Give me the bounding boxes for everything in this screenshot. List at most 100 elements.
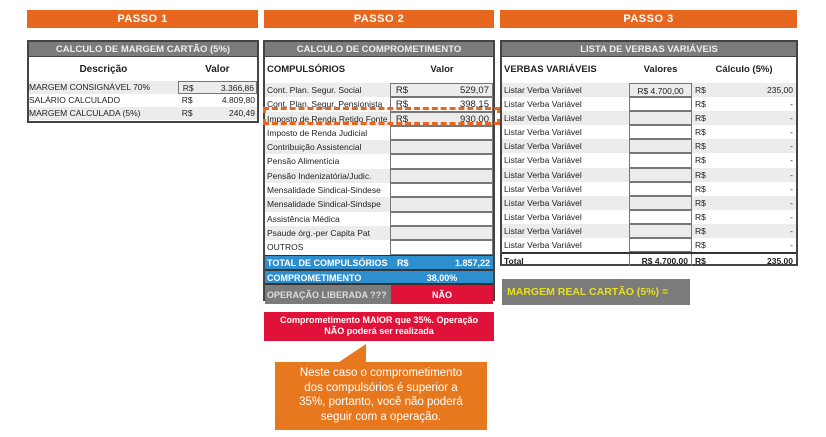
row-value-input[interactable] bbox=[629, 167, 692, 182]
row-value-input[interactable] bbox=[421, 227, 492, 239]
row-value-input[interactable] bbox=[629, 195, 692, 210]
table-row: Listar Verba Variável R$ - bbox=[502, 97, 796, 112]
operation-label: OPERAÇÃO LIBERADA ??? bbox=[265, 284, 391, 304]
row-value-input[interactable] bbox=[629, 223, 692, 239]
table-row: Listar Verba Variável R$ - bbox=[502, 223, 796, 239]
row-value-input[interactable] bbox=[421, 213, 492, 225]
row-calc: - bbox=[790, 155, 793, 166]
real-margin-label: MARGEM REAL CARTÃO (5%) = bbox=[502, 279, 690, 305]
callout-note: Neste caso o comprometimento dos compuls… bbox=[275, 362, 487, 430]
row-value-input[interactable] bbox=[629, 111, 692, 126]
table-title: CALCULO DE COMPROMETIMENTO bbox=[265, 42, 493, 57]
row-label: Imposto de Renda Judicial bbox=[267, 127, 368, 138]
col-header: Descrição bbox=[79, 64, 128, 75]
table-row: Psaude órg.-per Capita Pat bbox=[265, 225, 493, 241]
row-currency bbox=[391, 156, 421, 168]
row-calc: - bbox=[790, 113, 793, 124]
row-calc: - bbox=[790, 169, 793, 180]
row-label: SALÁRIO CALCULADO bbox=[29, 95, 121, 105]
row-value-input[interactable] bbox=[421, 156, 492, 168]
table-row: Imposto de Renda Judicial bbox=[265, 125, 493, 141]
row-calc: 235,00 bbox=[767, 85, 793, 95]
total-value: R$ 4.700,00 bbox=[629, 254, 692, 267]
row-calc: - bbox=[790, 225, 793, 236]
total-label: Total bbox=[504, 256, 524, 267]
table-row: OUTROS bbox=[265, 240, 493, 255]
row-currency: R$ bbox=[695, 183, 706, 194]
table-row: Mensalidade Sindical-Sindese bbox=[265, 183, 493, 198]
row-value[interactable]: 240,49 bbox=[229, 108, 255, 118]
row-value[interactable]: 4.809,80 bbox=[221, 95, 255, 105]
row-currency bbox=[391, 170, 421, 182]
row-currency bbox=[391, 127, 421, 139]
row-currency: R$ bbox=[695, 169, 706, 180]
operation-row: OPERAÇÃO LIBERADA ??? NÃO bbox=[265, 282, 493, 304]
row-label: Pensão Indenizatória/Judic. bbox=[267, 170, 372, 181]
table-row: MARGEM CALCULADA (5%) R$ 240,49 bbox=[29, 107, 257, 120]
row-label: Pensão Alimentícia bbox=[267, 156, 340, 167]
row-currency: R$ bbox=[695, 197, 706, 208]
row-value-input[interactable] bbox=[421, 184, 492, 196]
row-value-input[interactable] bbox=[629, 238, 692, 253]
row-calc: - bbox=[790, 240, 793, 251]
table-row: Assistência Médica bbox=[265, 211, 493, 226]
row-label: Imposto de Renda Retido Fonte bbox=[267, 113, 388, 124]
row-label: Assistência Médica bbox=[267, 213, 340, 224]
row-currency: R$ bbox=[695, 141, 706, 152]
total-value: 1.857,22 bbox=[454, 257, 490, 268]
row-currency: R$ bbox=[695, 225, 706, 236]
row-value-input[interactable]: 398,15 bbox=[459, 99, 489, 111]
table-row: Contribuição Assistencial bbox=[265, 140, 493, 155]
row-currency: R$ bbox=[395, 113, 409, 125]
row-label: Mensalidade Sindical-Sindspe bbox=[267, 199, 381, 210]
row-currency bbox=[391, 198, 421, 210]
variable-items-table: LISTA DE VERBAS VARIÁVEIS VERBAS VARIÁVE… bbox=[500, 40, 798, 267]
callout-pointer bbox=[336, 344, 366, 364]
row-value-input[interactable] bbox=[629, 153, 692, 168]
row-label: Cont. Plan. Segur. Pensionista bbox=[267, 99, 383, 110]
total-row: Total R$ 4.700,00 R$ 235,00 bbox=[502, 252, 796, 267]
row-currency: R$ bbox=[395, 85, 409, 96]
row-value-input[interactable]: R$ 4.700,00 bbox=[629, 83, 692, 98]
col-header: Valor bbox=[205, 64, 230, 75]
row-value-input[interactable] bbox=[421, 241, 492, 253]
row-value[interactable]: 3.366,86 bbox=[220, 83, 254, 93]
row-value-input[interactable]: 529,07 bbox=[459, 85, 489, 96]
row-label: Listar Verba Variável bbox=[504, 169, 582, 180]
row-value-input[interactable] bbox=[421, 141, 492, 153]
row-value-input[interactable] bbox=[629, 181, 692, 196]
row-label: MARGEM CONSIGNÁVEL 70% bbox=[29, 82, 151, 92]
table-row: Listar Verba Variável R$ - bbox=[502, 209, 796, 224]
table-row: Listar Verba Variável R$ - bbox=[502, 238, 796, 253]
col-header: Valores bbox=[643, 64, 678, 75]
total-row: TOTAL DE COMPULSÓRIOS R$ 1.857,22 bbox=[265, 254, 493, 269]
row-currency: R$ bbox=[695, 155, 706, 166]
table-row: Mensalidade Sindical-Sindspe bbox=[265, 197, 493, 212]
table-row: Cont. Plan. Segur. Social R$ 529,07 bbox=[265, 83, 493, 98]
row-value-input[interactable] bbox=[629, 97, 692, 112]
row-value-input[interactable] bbox=[421, 198, 492, 210]
row-value-input[interactable]: 930,00 bbox=[459, 113, 489, 125]
row-label: Listar Verba Variável bbox=[504, 99, 582, 110]
row-currency: R$ bbox=[395, 99, 409, 111]
table-row: Listar Verba Variável R$ - bbox=[502, 125, 796, 140]
row-currency bbox=[391, 184, 421, 196]
row-value-input[interactable] bbox=[629, 125, 692, 140]
col-header: COMPULSÓRIOS bbox=[267, 64, 346, 75]
col-header: Valor bbox=[430, 64, 454, 75]
row-currency: R$ bbox=[181, 95, 193, 105]
row-value-input[interactable] bbox=[629, 139, 692, 154]
row-label: Listar Verba Variável bbox=[504, 155, 582, 166]
row-value-input[interactable] bbox=[629, 209, 692, 224]
total-currency: R$ bbox=[397, 257, 409, 268]
row-currency: R$ bbox=[695, 240, 706, 251]
row-label: Contribuição Assistencial bbox=[267, 142, 362, 153]
table-row: Pensão Alimentícia bbox=[265, 154, 493, 169]
row-currency: R$ bbox=[695, 85, 706, 95]
row-currency bbox=[391, 213, 421, 225]
row-value-input[interactable] bbox=[421, 127, 492, 139]
row-currency bbox=[391, 241, 421, 253]
row-value-input[interactable] bbox=[421, 170, 492, 182]
row-calc: - bbox=[790, 141, 793, 152]
row-currency: R$ bbox=[695, 211, 706, 222]
